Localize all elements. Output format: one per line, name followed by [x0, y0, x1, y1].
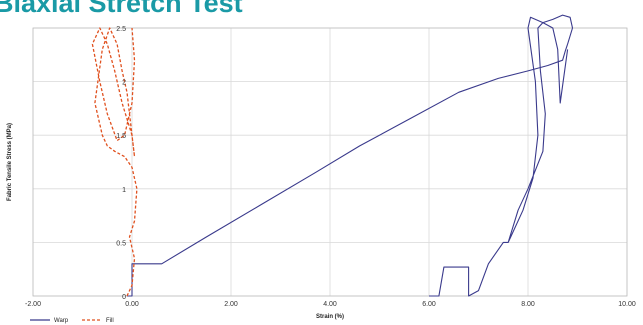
- y-tick-label: 0: [122, 294, 126, 301]
- x-tick-label: 8.00: [521, 301, 535, 308]
- y-tick-labels: 0 0.5 1 1.5 2 2.5: [116, 26, 126, 301]
- legend-label: Warp: [54, 318, 69, 324]
- x-tick-label: 10.00: [618, 301, 636, 308]
- x-tick-label: 4.00: [323, 301, 337, 308]
- legend: Warp Fill: [30, 318, 114, 324]
- y-tick-label: 1.5: [116, 133, 126, 140]
- x-tick-label: 6.00: [422, 301, 436, 308]
- x-tick-label: 2.00: [224, 301, 238, 308]
- y-tick-label: 0.5: [116, 240, 126, 247]
- fill-series-line: [91, 27, 138, 297]
- chart-title: Biaxial Stretch Test: [0, 0, 243, 18]
- warp-series-line: [507, 14, 574, 243]
- y-tick-label: 2: [122, 80, 126, 87]
- y-tick-label: 2.5: [116, 26, 126, 33]
- plot-frame: [32, 27, 628, 297]
- x-tick-label: -2.00: [25, 301, 41, 308]
- x-axis-label: Strain (%): [316, 314, 344, 320]
- y-tick-label: 1: [122, 187, 126, 194]
- y-axis-label: Fabric Tensile Stress (MPa): [7, 123, 13, 201]
- plot-border: [32, 27, 628, 297]
- x-tick-labels: -2.00 0.00 2.00 4.00 6.00 8.00 10.00: [25, 301, 636, 308]
- x-tick-label: 0.00: [125, 301, 139, 308]
- warp-series-line: [127, 43, 569, 297]
- series-lines: [91, 14, 574, 297]
- warp-series-line: [429, 241, 509, 297]
- legend-label: Fill: [106, 318, 114, 324]
